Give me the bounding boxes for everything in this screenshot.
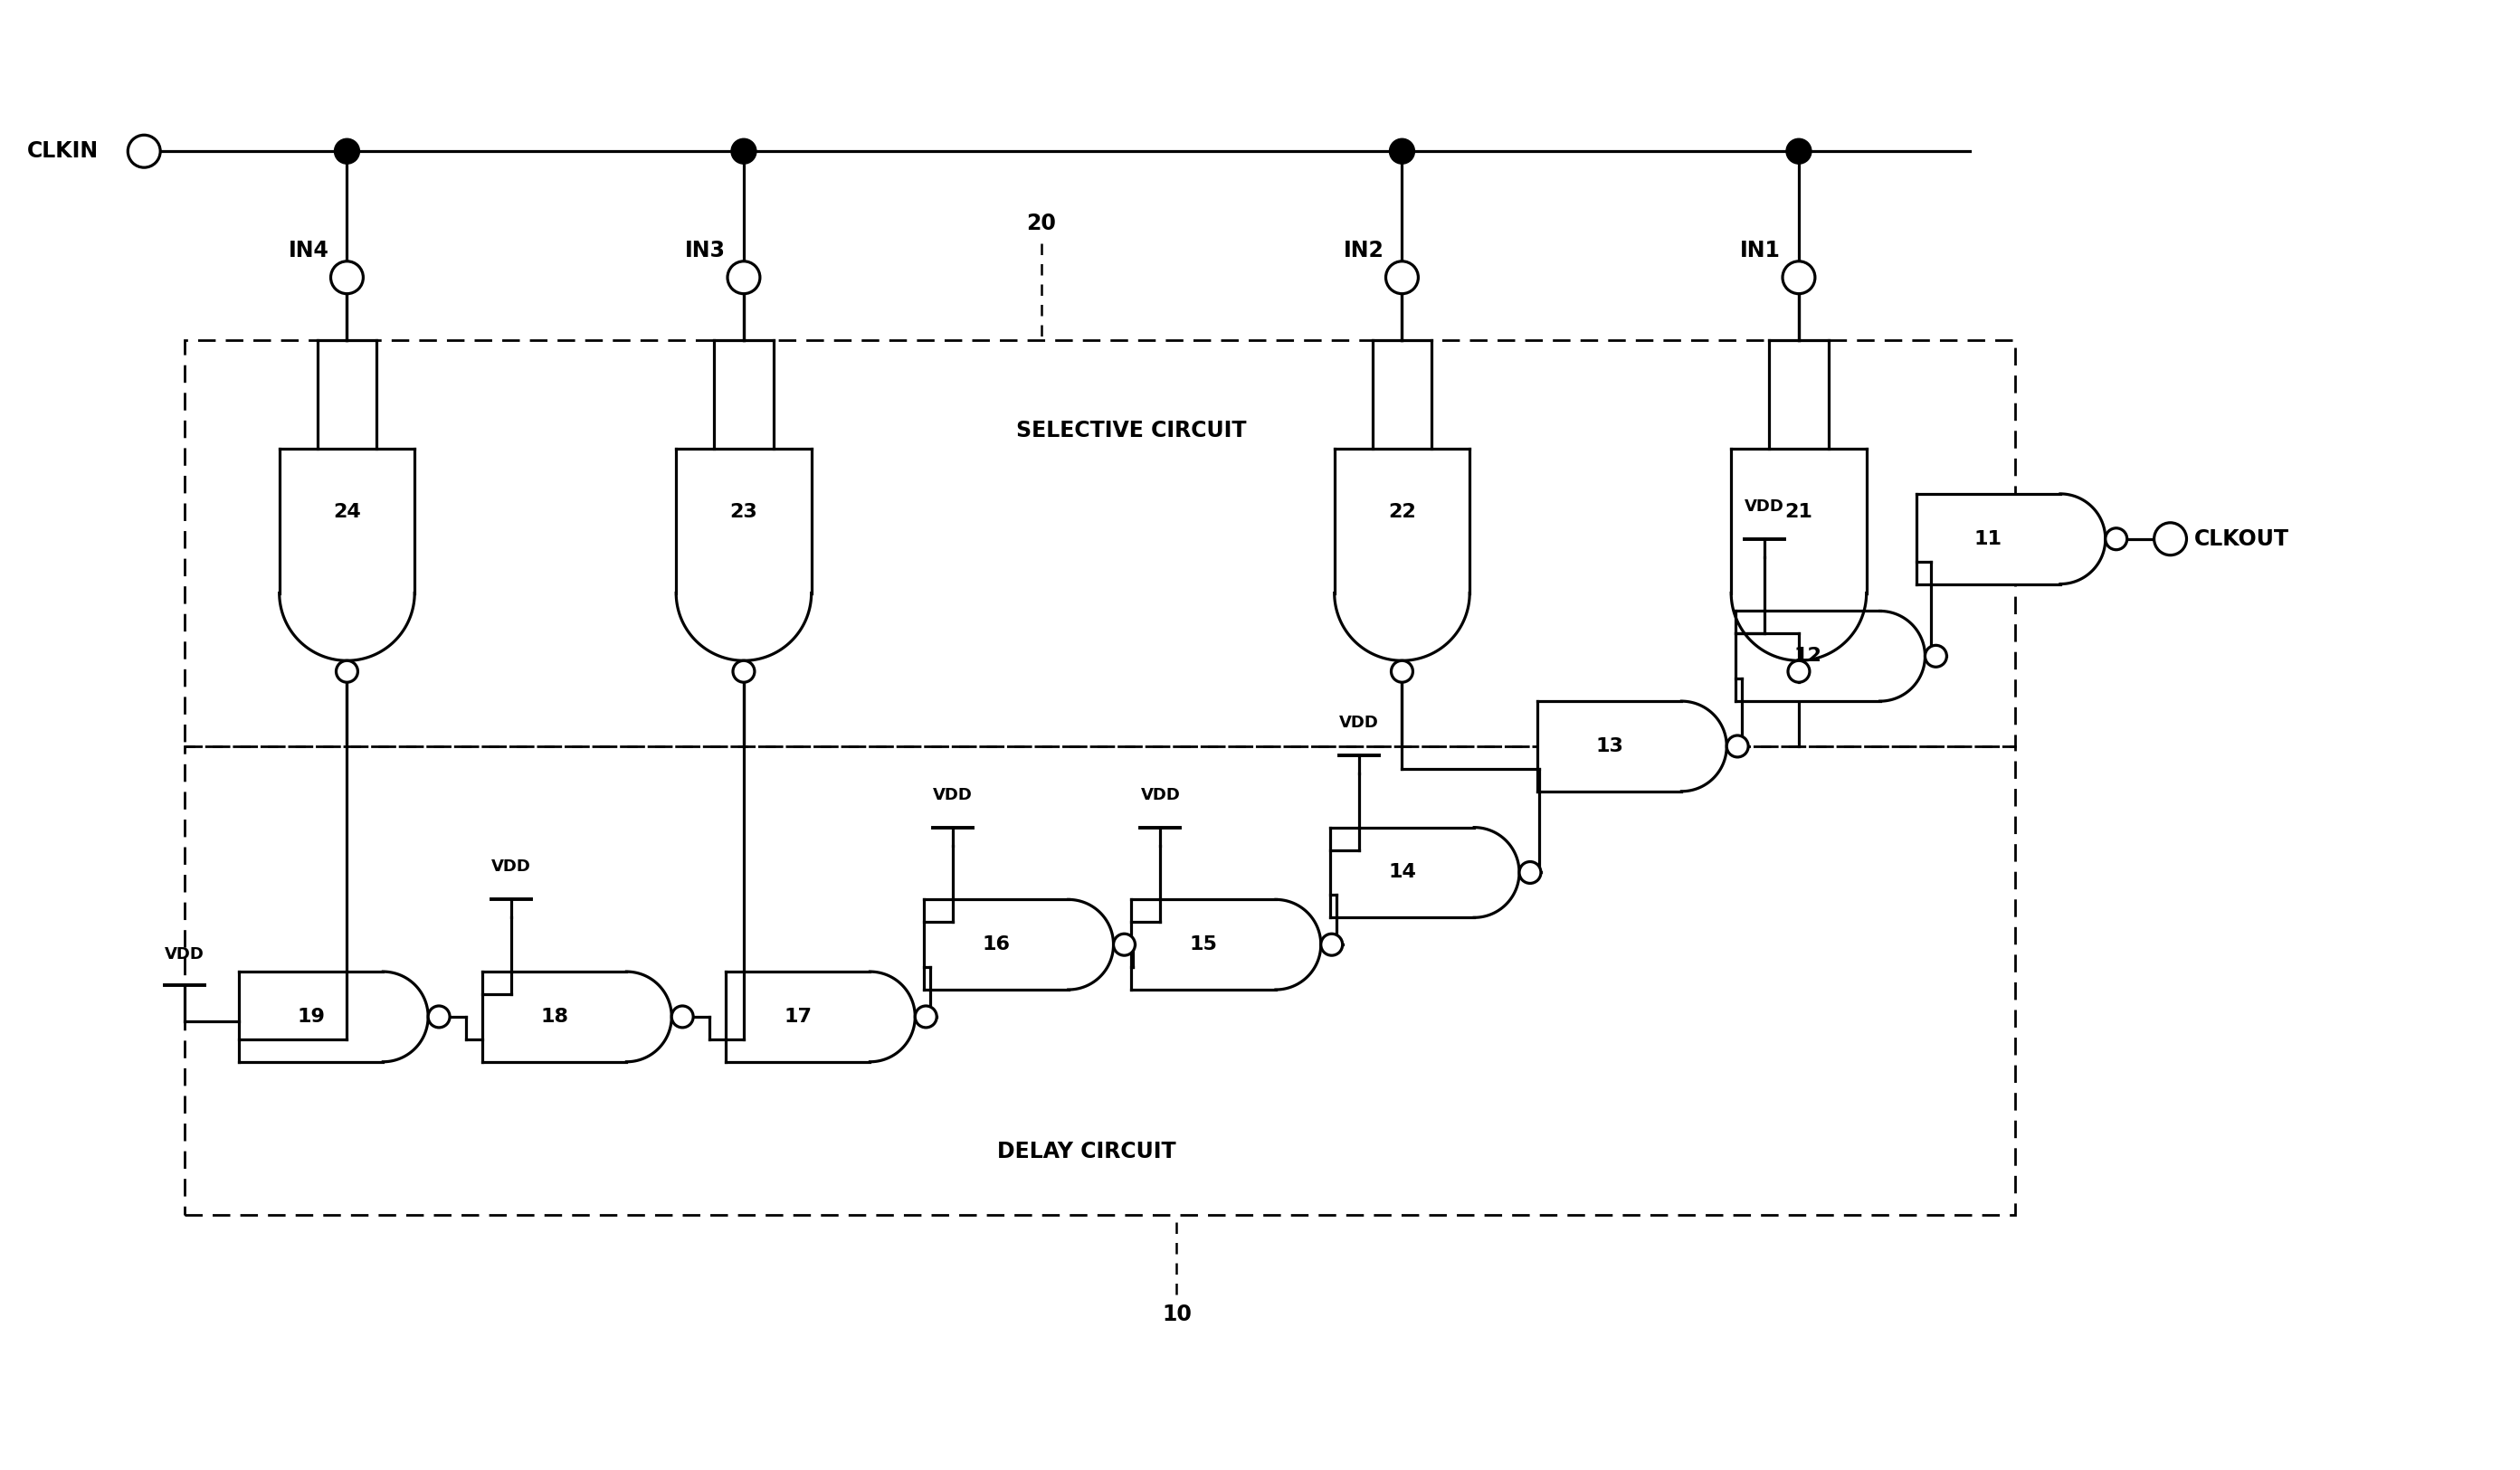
Text: VDD: VDD [164, 947, 204, 963]
Circle shape [2104, 528, 2127, 550]
Text: VDD: VDD [932, 786, 973, 803]
Text: 13: 13 [1595, 738, 1623, 756]
Text: 15: 15 [1189, 935, 1217, 954]
Circle shape [1787, 138, 1812, 163]
Polygon shape [481, 972, 673, 1061]
Text: DELAY CIRCUIT: DELAY CIRCUIT [998, 1141, 1177, 1163]
Text: 16: 16 [983, 935, 1011, 954]
Circle shape [1726, 735, 1749, 757]
Text: 11: 11 [1973, 529, 2003, 548]
Text: 22: 22 [1389, 503, 1416, 520]
Text: 10: 10 [1162, 1304, 1192, 1324]
Circle shape [335, 138, 360, 163]
Polygon shape [726, 972, 915, 1061]
Text: 14: 14 [1389, 863, 1416, 882]
Text: 18: 18 [539, 1007, 570, 1026]
Text: CLKIN: CLKIN [28, 141, 98, 162]
Text: 19: 19 [297, 1007, 325, 1026]
Circle shape [1391, 660, 1414, 682]
Text: SELECTIVE CIRCUIT: SELECTIVE CIRCUIT [1016, 420, 1247, 441]
Circle shape [1782, 262, 1814, 294]
Circle shape [1389, 138, 1414, 163]
Polygon shape [280, 448, 416, 660]
Polygon shape [1736, 612, 1925, 701]
Text: IN1: IN1 [1741, 240, 1782, 262]
Text: IN4: IN4 [287, 240, 330, 262]
Circle shape [1520, 861, 1540, 883]
Circle shape [1925, 645, 1945, 667]
Text: 20: 20 [1026, 213, 1056, 234]
Polygon shape [675, 448, 811, 660]
Circle shape [335, 660, 358, 682]
Circle shape [1789, 660, 1809, 682]
Text: VDD: VDD [491, 858, 532, 875]
Circle shape [2155, 523, 2187, 556]
Text: VDD: VDD [1744, 498, 1784, 514]
Polygon shape [1915, 494, 2104, 584]
Text: 17: 17 [784, 1007, 811, 1026]
Text: VDD: VDD [1142, 786, 1179, 803]
Polygon shape [1336, 448, 1469, 660]
Text: 12: 12 [1794, 647, 1822, 664]
Bar [184, 747, 2016, 1216]
Text: 23: 23 [731, 503, 759, 520]
Bar [184, 341, 2016, 747]
Polygon shape [1331, 828, 1520, 917]
Circle shape [728, 262, 761, 294]
Circle shape [673, 1005, 693, 1028]
Text: VDD: VDD [1338, 714, 1378, 731]
Text: 21: 21 [1784, 503, 1812, 520]
Text: IN2: IN2 [1343, 240, 1383, 262]
Circle shape [1386, 262, 1419, 294]
Circle shape [129, 135, 161, 168]
Circle shape [733, 660, 753, 682]
Text: 24: 24 [333, 503, 360, 520]
Polygon shape [925, 900, 1114, 989]
Polygon shape [1537, 701, 1726, 791]
Polygon shape [239, 972, 428, 1061]
Circle shape [1114, 933, 1134, 956]
Circle shape [915, 1005, 937, 1028]
Circle shape [428, 1005, 449, 1028]
Circle shape [731, 138, 756, 163]
Circle shape [330, 262, 363, 294]
Polygon shape [1731, 448, 1867, 660]
Polygon shape [1131, 900, 1320, 989]
Text: IN3: IN3 [685, 240, 726, 262]
Circle shape [1320, 933, 1343, 956]
Text: CLKOUT: CLKOUT [2195, 528, 2288, 550]
